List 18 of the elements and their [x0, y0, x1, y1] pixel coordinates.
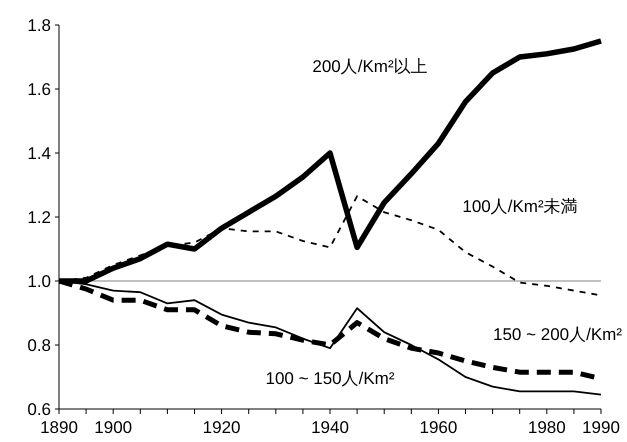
y-tick-label: 1.0 — [27, 272, 51, 291]
y-tick-label: 0.6 — [27, 400, 51, 419]
x-tick-label: 1980 — [528, 418, 566, 437]
x-tick-label: 1990 — [582, 418, 620, 437]
y-tick-label: 1.6 — [27, 80, 51, 99]
x-tick-label: 1960 — [419, 418, 458, 437]
y-tick-label: 1.4 — [27, 144, 51, 163]
x-tick-label: 1940 — [311, 418, 349, 437]
y-tick-label: 0.8 — [27, 336, 51, 355]
text: 200人/Km²以上 — [312, 57, 428, 76]
y-tick-label: 1.8 — [27, 16, 51, 35]
y-tick-label: 1.2 — [27, 208, 51, 227]
x-tick-label: 1890 — [40, 418, 78, 437]
series-label: 100 ~ 150人/Km² — [266, 369, 395, 388]
series-label: 100人/Km²未満 — [462, 197, 578, 216]
series-label: 150 ~ 200人/Km² — [493, 325, 622, 344]
x-tick-label: 1900 — [94, 418, 132, 437]
x-tick-label: 1920 — [202, 418, 241, 437]
